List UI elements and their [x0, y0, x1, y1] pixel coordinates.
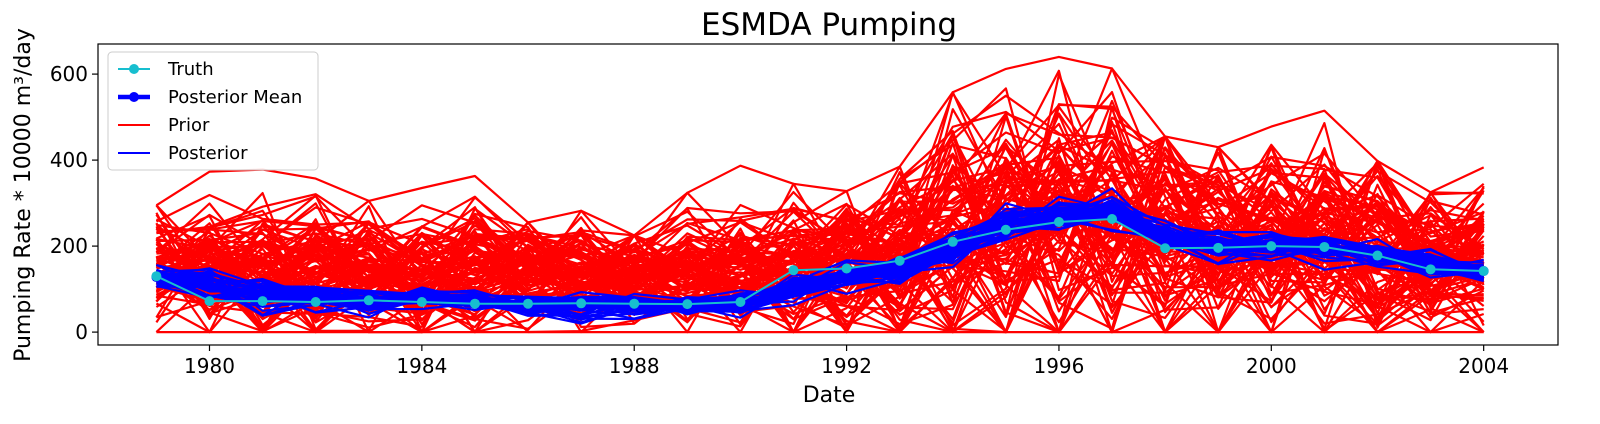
posterior-mean-point	[894, 264, 905, 275]
truth-point	[1319, 241, 1330, 252]
truth-point	[1160, 243, 1171, 254]
truth-series	[151, 214, 1489, 310]
legend-label: Posterior	[168, 143, 248, 164]
y-tick-label: 0	[75, 320, 88, 344]
axes-frame	[97, 43, 1559, 346]
y-tick-label: 200	[50, 234, 88, 258]
truth-point	[523, 298, 534, 309]
plot-area	[151, 55, 1489, 334]
legend-label: Prior	[168, 115, 210, 136]
x-tick-label: 1996	[1033, 354, 1084, 378]
truth-point	[1425, 264, 1436, 275]
truth-point	[1266, 241, 1277, 252]
truth-point	[310, 297, 321, 307]
truth-point	[1053, 217, 1064, 228]
truth-point	[894, 255, 905, 266]
truth-point	[1372, 250, 1383, 261]
prior-member-line	[155, 186, 1485, 334]
x-tick-label: 1992	[821, 354, 872, 378]
y-tick-label: 400	[50, 148, 88, 172]
legend-label: Truth	[167, 59, 214, 80]
prior-member-line	[155, 147, 1485, 333]
truth-point	[735, 297, 746, 307]
legend: Truth Posterior Mean Prior Posterior	[107, 51, 319, 171]
truth-point	[1213, 242, 1224, 253]
truth-point	[682, 299, 693, 310]
x-tick-label: 2004	[1458, 354, 1509, 378]
x-axis-label: Date	[803, 383, 856, 408]
truth-point	[257, 296, 268, 307]
truth-point	[947, 236, 958, 247]
x-tick-label: 1984	[396, 354, 447, 378]
truth-line	[155, 217, 1484, 306]
legend-box	[107, 51, 319, 171]
prior-member-line	[156, 146, 1484, 327]
truth-point	[1000, 224, 1011, 235]
x-tick-label: 1988	[609, 354, 660, 378]
prior-member-line	[155, 55, 1485, 237]
prior-member-line	[155, 173, 1485, 308]
truth-point	[788, 265, 799, 276]
truth-point	[841, 263, 852, 274]
legend-marker	[129, 92, 139, 102]
posterior-mean-point	[947, 245, 958, 256]
chart-title: ESMDA Pumping	[701, 7, 957, 43]
y-tick-label: 600	[50, 62, 88, 86]
posterior-mean-point	[1107, 206, 1118, 217]
x-tick-label: 2000	[1246, 354, 1297, 378]
legend-marker	[129, 64, 139, 74]
y-axis-label-group: Pumping Rate * 10000 m³/day	[11, 28, 36, 362]
prior-member-line	[155, 155, 1485, 334]
truth-point	[469, 298, 480, 309]
truth-point	[1107, 214, 1118, 225]
truth-point	[363, 295, 374, 306]
truth-point	[204, 296, 215, 307]
axes: 1980 1984 1988 1992 1996 2000 2004 0 200 400 600	[50, 43, 1559, 378]
prior-member-line	[155, 166, 1484, 334]
y-axis-label: Pumping Rate * 10000 m³/day	[11, 28, 36, 362]
posterior-mean-point	[841, 273, 852, 284]
legend-label: Posterior Mean	[168, 87, 302, 108]
x-tick-label: 1980	[184, 354, 235, 378]
truth-point	[416, 297, 427, 307]
truth-point	[1478, 266, 1489, 277]
truth-point	[629, 298, 640, 309]
prior-member-line	[155, 188, 1484, 334]
truth-point	[576, 298, 587, 309]
posterior-mean-point	[1160, 232, 1171, 243]
truth-point	[151, 271, 162, 282]
posterior-mean-point	[788, 283, 799, 294]
posterior-mean-point	[204, 280, 215, 291]
